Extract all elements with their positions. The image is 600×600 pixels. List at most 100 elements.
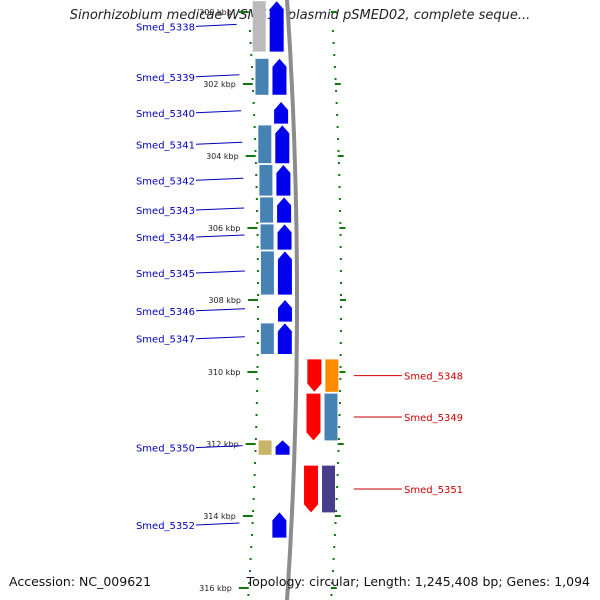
cog-bar[interactable] xyxy=(258,125,272,164)
cog-bar[interactable] xyxy=(255,58,269,95)
cog-bar[interactable] xyxy=(324,393,338,441)
backbone-line xyxy=(285,0,299,600)
map-title: Sinorhizobium medicae WSM419 plasmid pSM… xyxy=(69,8,531,23)
track-guide-dot xyxy=(254,138,257,140)
track-guide-dot xyxy=(256,378,259,380)
track-guide-dot xyxy=(335,90,338,92)
gene-label[interactable]: Smed_5343 xyxy=(136,206,195,217)
gene-arrow[interactable] xyxy=(276,165,291,196)
gene-label[interactable]: Smed_5347 xyxy=(136,335,195,346)
track-guide-dot xyxy=(255,186,258,188)
track-guide-dot xyxy=(250,54,253,56)
kbp-tick-label: 316 kbp xyxy=(199,584,232,593)
gene-arrow[interactable] xyxy=(277,300,292,322)
gene-arrow[interactable] xyxy=(269,1,284,52)
gene-leader-line xyxy=(195,74,240,78)
gene-leader-line xyxy=(195,110,242,114)
cog-bar[interactable] xyxy=(322,465,336,513)
gene-leader-line xyxy=(195,234,245,238)
gene-label[interactable]: Smed_5350 xyxy=(136,444,195,455)
gene-label[interactable]: Smed_5338 xyxy=(136,22,195,33)
track-guide-dot xyxy=(256,222,259,224)
track-guide-dot xyxy=(253,486,256,488)
track-guide-dot xyxy=(252,90,255,92)
backbone xyxy=(285,0,299,600)
track-guide-dot xyxy=(339,378,342,380)
gene-arrow[interactable] xyxy=(277,251,292,295)
kbp-tick-label: 302 kbp xyxy=(203,80,236,89)
gene-arrow[interactable] xyxy=(274,102,289,124)
track-guide-dot xyxy=(256,258,259,260)
track-guide-dot xyxy=(255,174,258,176)
track-guide-dot xyxy=(332,558,335,560)
gene-leader-line xyxy=(195,445,243,449)
track-guide-dot xyxy=(339,294,342,296)
track-guide-dot xyxy=(339,342,342,344)
track-guide-dot xyxy=(331,582,334,584)
gene-arrow[interactable] xyxy=(304,465,319,513)
cog-bar[interactable] xyxy=(260,224,274,250)
track-guide-dot xyxy=(256,342,259,344)
gene-label[interactable]: Smed_5340 xyxy=(136,109,195,120)
track-guide-dot xyxy=(337,138,340,140)
track-guide-dot xyxy=(336,474,339,476)
gene-arrow[interactable] xyxy=(307,359,322,392)
cog-bar[interactable] xyxy=(260,323,274,354)
track-guide-dot xyxy=(252,510,255,512)
track-guide-dot xyxy=(255,402,258,404)
gene-label[interactable]: Smed_5352 xyxy=(136,521,195,532)
track-guide-dot xyxy=(253,114,256,116)
gene-leader-line xyxy=(195,308,246,312)
track-guide-dot xyxy=(337,462,340,464)
gene-arrow[interactable] xyxy=(277,197,292,223)
gene-label[interactable]: Smed_5346 xyxy=(136,307,195,318)
gene-label[interactable]: Smed_5348 xyxy=(404,372,463,383)
gene-arrow[interactable] xyxy=(275,125,290,164)
cog-bar[interactable] xyxy=(325,359,339,392)
cog-bar[interactable] xyxy=(258,440,272,455)
gene-label[interactable]: Smed_5342 xyxy=(136,176,195,187)
track-guide-dot xyxy=(338,414,341,416)
track-guide-dot xyxy=(339,234,342,236)
track-guide-dot xyxy=(332,42,335,44)
gene-arrow[interactable] xyxy=(272,512,287,538)
track-guide-dot xyxy=(256,330,259,332)
track-guide-dot xyxy=(339,270,342,272)
gene-arrow[interactable] xyxy=(272,58,287,95)
track-guide-dot xyxy=(339,306,342,308)
gene-arrow[interactable] xyxy=(275,440,290,455)
gene-labels[interactable]: Smed_5338 Smed_5339 Smed_5340 Smed_5341 Smed… xyxy=(136,22,463,532)
gene-arrow[interactable] xyxy=(306,393,321,441)
track-guide-dot xyxy=(336,126,339,128)
gene-label[interactable]: Smed_5341 xyxy=(136,140,195,151)
kbp-scale: 300 kbp 302 kbp 304 kbp 306 kbp 308 kbp 310 k… xyxy=(199,8,346,593)
gene-label[interactable]: Smed_5344 xyxy=(136,233,195,244)
track-guide-dot xyxy=(338,426,341,428)
gene-label[interactable]: Smed_5349 xyxy=(404,413,463,424)
gene-features[interactable] xyxy=(252,1,339,538)
track-guide-dot xyxy=(256,354,259,356)
track-guide-dot xyxy=(252,102,255,104)
gene-label[interactable]: Smed_5351 xyxy=(404,485,463,496)
cog-bar[interactable] xyxy=(252,1,266,52)
gene-label[interactable]: Smed_5345 xyxy=(136,269,195,280)
gene-leader-line xyxy=(195,177,244,181)
track-guide-dot xyxy=(254,150,257,152)
cog-bar[interactable] xyxy=(259,165,273,196)
cog-bar[interactable] xyxy=(260,251,274,295)
gene-arrow[interactable] xyxy=(277,224,292,250)
track-guide-dot xyxy=(339,330,342,332)
cog-bar[interactable] xyxy=(260,197,274,223)
gene-leader-line xyxy=(195,141,243,145)
gene-label[interactable]: Smed_5339 xyxy=(136,73,195,84)
track-guide-dot xyxy=(339,222,342,224)
track-guide-dot xyxy=(338,174,341,176)
track-guide-dot xyxy=(254,438,257,440)
kbp-tick-label: 306 kbp xyxy=(208,224,241,233)
track-guide-dot xyxy=(253,474,256,476)
track-guide-dot xyxy=(250,546,253,548)
track-guide-dot xyxy=(337,162,340,164)
track-guide-dot xyxy=(337,438,340,440)
gene-arrow[interactable] xyxy=(277,323,292,354)
track-guide-dot xyxy=(338,402,341,404)
